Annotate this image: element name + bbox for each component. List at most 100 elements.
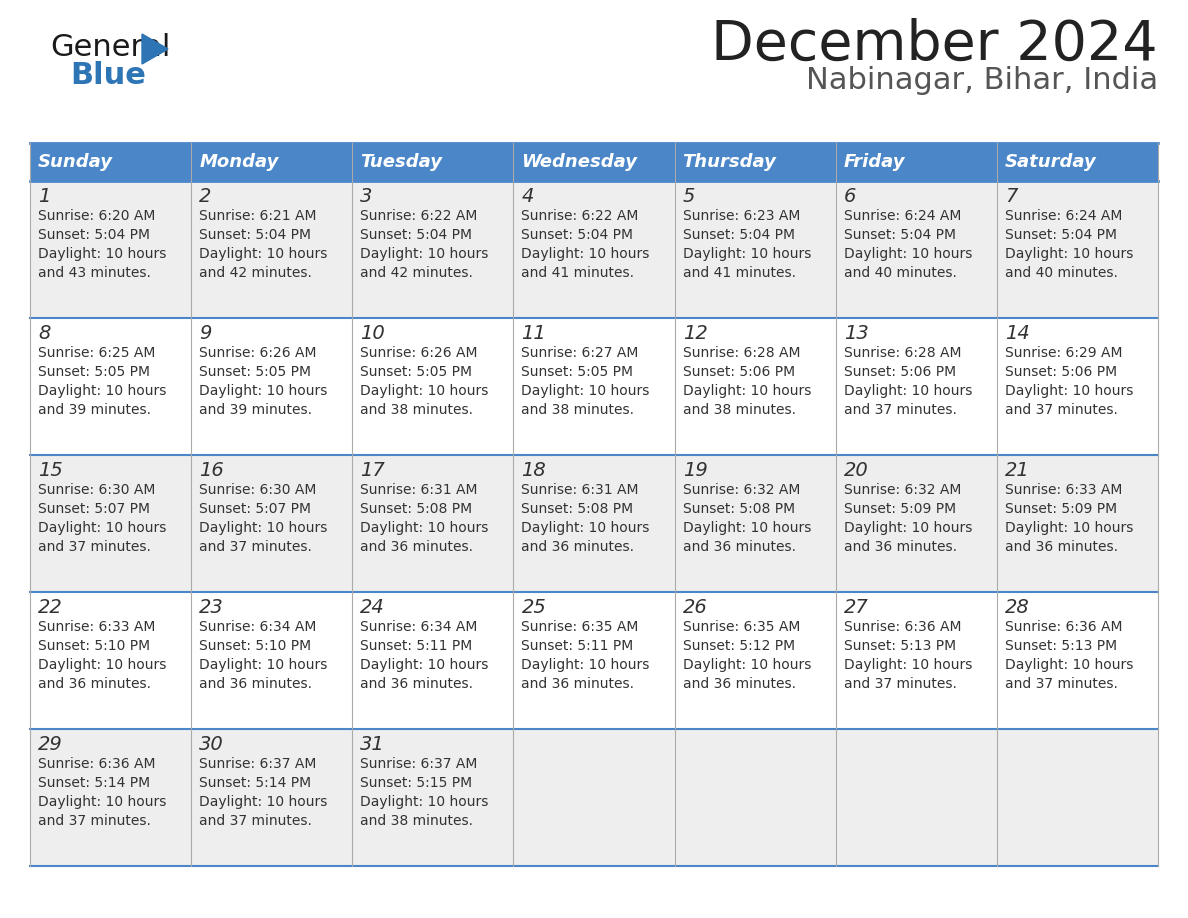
Text: Friday: Friday bbox=[843, 153, 905, 171]
Text: Daylight: 10 hours: Daylight: 10 hours bbox=[38, 658, 166, 672]
Text: 22: 22 bbox=[38, 598, 63, 617]
Text: 16: 16 bbox=[200, 461, 223, 480]
Bar bbox=[513, 729, 675, 866]
Text: Nabinagar, Bihar, India: Nabinagar, Bihar, India bbox=[805, 66, 1158, 95]
Text: Monday: Monday bbox=[200, 153, 278, 171]
Polygon shape bbox=[143, 34, 168, 64]
Text: Sunrise: 6:24 AM: Sunrise: 6:24 AM bbox=[1005, 209, 1123, 223]
Text: Sunset: 5:13 PM: Sunset: 5:13 PM bbox=[1005, 639, 1117, 653]
Text: Sunrise: 6:22 AM: Sunrise: 6:22 AM bbox=[360, 209, 478, 223]
Text: Daylight: 10 hours: Daylight: 10 hours bbox=[38, 247, 166, 261]
Text: Sunrise: 6:26 AM: Sunrise: 6:26 AM bbox=[360, 346, 478, 360]
Text: Sunrise: 6:30 AM: Sunrise: 6:30 AM bbox=[200, 483, 316, 497]
Text: Thursday: Thursday bbox=[683, 153, 777, 171]
Text: and 38 minutes.: and 38 minutes. bbox=[360, 403, 473, 417]
Text: and 37 minutes.: and 37 minutes. bbox=[38, 540, 151, 554]
Text: 24: 24 bbox=[360, 598, 385, 617]
Bar bbox=[997, 455, 1158, 592]
Text: and 37 minutes.: and 37 minutes. bbox=[1005, 677, 1118, 691]
Text: and 37 minutes.: and 37 minutes. bbox=[843, 403, 956, 417]
Bar bbox=[30, 729, 191, 866]
Bar bbox=[30, 455, 191, 592]
Text: and 42 minutes.: and 42 minutes. bbox=[200, 266, 312, 280]
Bar bbox=[513, 455, 675, 592]
Text: Daylight: 10 hours: Daylight: 10 hours bbox=[200, 247, 328, 261]
Bar bbox=[675, 592, 835, 729]
Text: Daylight: 10 hours: Daylight: 10 hours bbox=[683, 521, 811, 535]
Bar bbox=[191, 143, 353, 181]
Text: Sunset: 5:11 PM: Sunset: 5:11 PM bbox=[522, 639, 633, 653]
Text: Sunrise: 6:34 AM: Sunrise: 6:34 AM bbox=[360, 620, 478, 634]
Text: 11: 11 bbox=[522, 324, 546, 343]
Text: Sunrise: 6:36 AM: Sunrise: 6:36 AM bbox=[38, 757, 156, 771]
Text: 2: 2 bbox=[200, 187, 211, 206]
Text: 25: 25 bbox=[522, 598, 546, 617]
Text: Sunrise: 6:30 AM: Sunrise: 6:30 AM bbox=[38, 483, 156, 497]
Text: Saturday: Saturday bbox=[1005, 153, 1097, 171]
Bar bbox=[353, 592, 513, 729]
Text: Sunrise: 6:37 AM: Sunrise: 6:37 AM bbox=[360, 757, 478, 771]
Text: Sunrise: 6:31 AM: Sunrise: 6:31 AM bbox=[360, 483, 478, 497]
Bar bbox=[353, 318, 513, 455]
Text: and 36 minutes.: and 36 minutes. bbox=[360, 677, 473, 691]
Text: Daylight: 10 hours: Daylight: 10 hours bbox=[843, 521, 972, 535]
Bar bbox=[997, 181, 1158, 318]
Text: 14: 14 bbox=[1005, 324, 1030, 343]
Text: 10: 10 bbox=[360, 324, 385, 343]
Text: and 41 minutes.: and 41 minutes. bbox=[683, 266, 796, 280]
Text: Sunrise: 6:29 AM: Sunrise: 6:29 AM bbox=[1005, 346, 1123, 360]
Text: Sunset: 5:04 PM: Sunset: 5:04 PM bbox=[200, 228, 311, 242]
Text: Sunset: 5:05 PM: Sunset: 5:05 PM bbox=[522, 365, 633, 379]
Bar bbox=[675, 455, 835, 592]
Text: Daylight: 10 hours: Daylight: 10 hours bbox=[200, 658, 328, 672]
Text: Sunset: 5:04 PM: Sunset: 5:04 PM bbox=[38, 228, 150, 242]
Bar bbox=[513, 181, 675, 318]
Text: Sunrise: 6:28 AM: Sunrise: 6:28 AM bbox=[683, 346, 800, 360]
Text: 26: 26 bbox=[683, 598, 707, 617]
Bar bbox=[353, 143, 513, 181]
Text: Daylight: 10 hours: Daylight: 10 hours bbox=[843, 658, 972, 672]
Text: Sunday: Sunday bbox=[38, 153, 113, 171]
Bar bbox=[835, 181, 997, 318]
Text: and 37 minutes.: and 37 minutes. bbox=[38, 814, 151, 828]
Text: 7: 7 bbox=[1005, 187, 1017, 206]
Text: and 36 minutes.: and 36 minutes. bbox=[38, 677, 151, 691]
Text: and 36 minutes.: and 36 minutes. bbox=[522, 540, 634, 554]
Text: Daylight: 10 hours: Daylight: 10 hours bbox=[843, 384, 972, 398]
Text: Sunset: 5:06 PM: Sunset: 5:06 PM bbox=[683, 365, 795, 379]
Text: Daylight: 10 hours: Daylight: 10 hours bbox=[200, 384, 328, 398]
Text: Daylight: 10 hours: Daylight: 10 hours bbox=[522, 521, 650, 535]
Text: Daylight: 10 hours: Daylight: 10 hours bbox=[360, 521, 488, 535]
Text: Sunset: 5:08 PM: Sunset: 5:08 PM bbox=[522, 502, 633, 516]
Text: Daylight: 10 hours: Daylight: 10 hours bbox=[522, 384, 650, 398]
Bar bbox=[191, 592, 353, 729]
Bar bbox=[513, 318, 675, 455]
Text: and 36 minutes.: and 36 minutes. bbox=[200, 677, 312, 691]
Text: Daylight: 10 hours: Daylight: 10 hours bbox=[1005, 658, 1133, 672]
Text: and 36 minutes.: and 36 minutes. bbox=[1005, 540, 1118, 554]
Bar bbox=[191, 729, 353, 866]
Bar bbox=[835, 592, 997, 729]
Bar bbox=[835, 729, 997, 866]
Text: and 38 minutes.: and 38 minutes. bbox=[360, 814, 473, 828]
Bar bbox=[997, 143, 1158, 181]
Text: Sunset: 5:06 PM: Sunset: 5:06 PM bbox=[1005, 365, 1117, 379]
Bar bbox=[997, 729, 1158, 866]
Text: and 38 minutes.: and 38 minutes. bbox=[522, 403, 634, 417]
Bar bbox=[835, 318, 997, 455]
Text: 9: 9 bbox=[200, 324, 211, 343]
Text: Daylight: 10 hours: Daylight: 10 hours bbox=[360, 247, 488, 261]
Text: 31: 31 bbox=[360, 735, 385, 754]
Text: 17: 17 bbox=[360, 461, 385, 480]
Bar bbox=[513, 143, 675, 181]
Text: 13: 13 bbox=[843, 324, 868, 343]
Text: Sunset: 5:09 PM: Sunset: 5:09 PM bbox=[1005, 502, 1117, 516]
Text: and 36 minutes.: and 36 minutes. bbox=[522, 677, 634, 691]
Text: Daylight: 10 hours: Daylight: 10 hours bbox=[38, 384, 166, 398]
Text: Daylight: 10 hours: Daylight: 10 hours bbox=[522, 247, 650, 261]
Text: Daylight: 10 hours: Daylight: 10 hours bbox=[38, 795, 166, 809]
Bar bbox=[353, 181, 513, 318]
Text: and 40 minutes.: and 40 minutes. bbox=[843, 266, 956, 280]
Text: 27: 27 bbox=[843, 598, 868, 617]
Text: Blue: Blue bbox=[70, 61, 146, 90]
